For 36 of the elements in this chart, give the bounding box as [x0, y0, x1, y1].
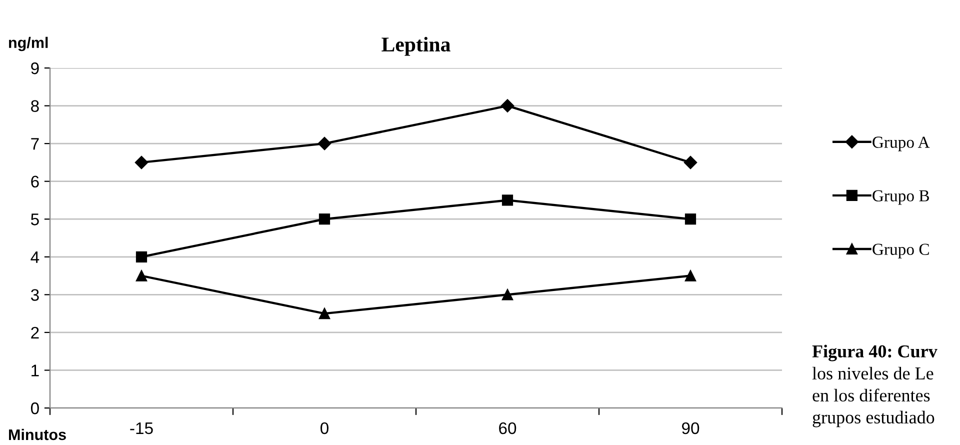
x-axis-title: Minutos — [9, 428, 66, 440]
x-tick-label: 90 — [682, 422, 700, 434]
text: en los diferentes — [812, 388, 930, 402]
point — [136, 270, 148, 282]
legend-label: Grupo A — [872, 136, 930, 152]
chart-title: Leptina — [382, 36, 450, 56]
point — [500, 99, 514, 112]
point — [684, 156, 698, 170]
point — [318, 214, 330, 225]
text: los niveles de Le — [812, 366, 934, 380]
text: grupos estudiado — [812, 410, 934, 428]
y-tick-label: 2 — [31, 326, 39, 338]
y-tick-label: 0 — [30, 402, 39, 414]
point — [134, 156, 148, 170]
legend-label: Grupo B — [872, 190, 929, 205]
y-tick-label: 8 — [31, 100, 39, 112]
y-tick-label: 9 — [31, 62, 39, 74]
point — [318, 308, 330, 320]
x-tick-label: 60 — [499, 422, 516, 434]
legend-label: Grupo C — [872, 244, 929, 258]
x-tick-label: 0 — [320, 422, 328, 434]
point — [502, 194, 514, 206]
y-tick-label: 5 — [30, 214, 39, 226]
point — [136, 251, 148, 262]
y-tick-label: 3 — [30, 289, 39, 301]
y-tick-label: 6 — [31, 176, 39, 188]
y-axis-title: ng/ml — [9, 36, 48, 52]
point — [684, 270, 696, 282]
y-tick-label: 4 — [30, 251, 40, 263]
x-tick-label: -15 — [130, 422, 153, 434]
y-tick-label: 1 — [32, 364, 39, 376]
text: Figura 40: Curv — [812, 344, 938, 362]
point — [684, 214, 696, 225]
point — [502, 289, 514, 300]
y-tick-label: 7 — [31, 138, 39, 150]
point — [318, 136, 332, 150]
